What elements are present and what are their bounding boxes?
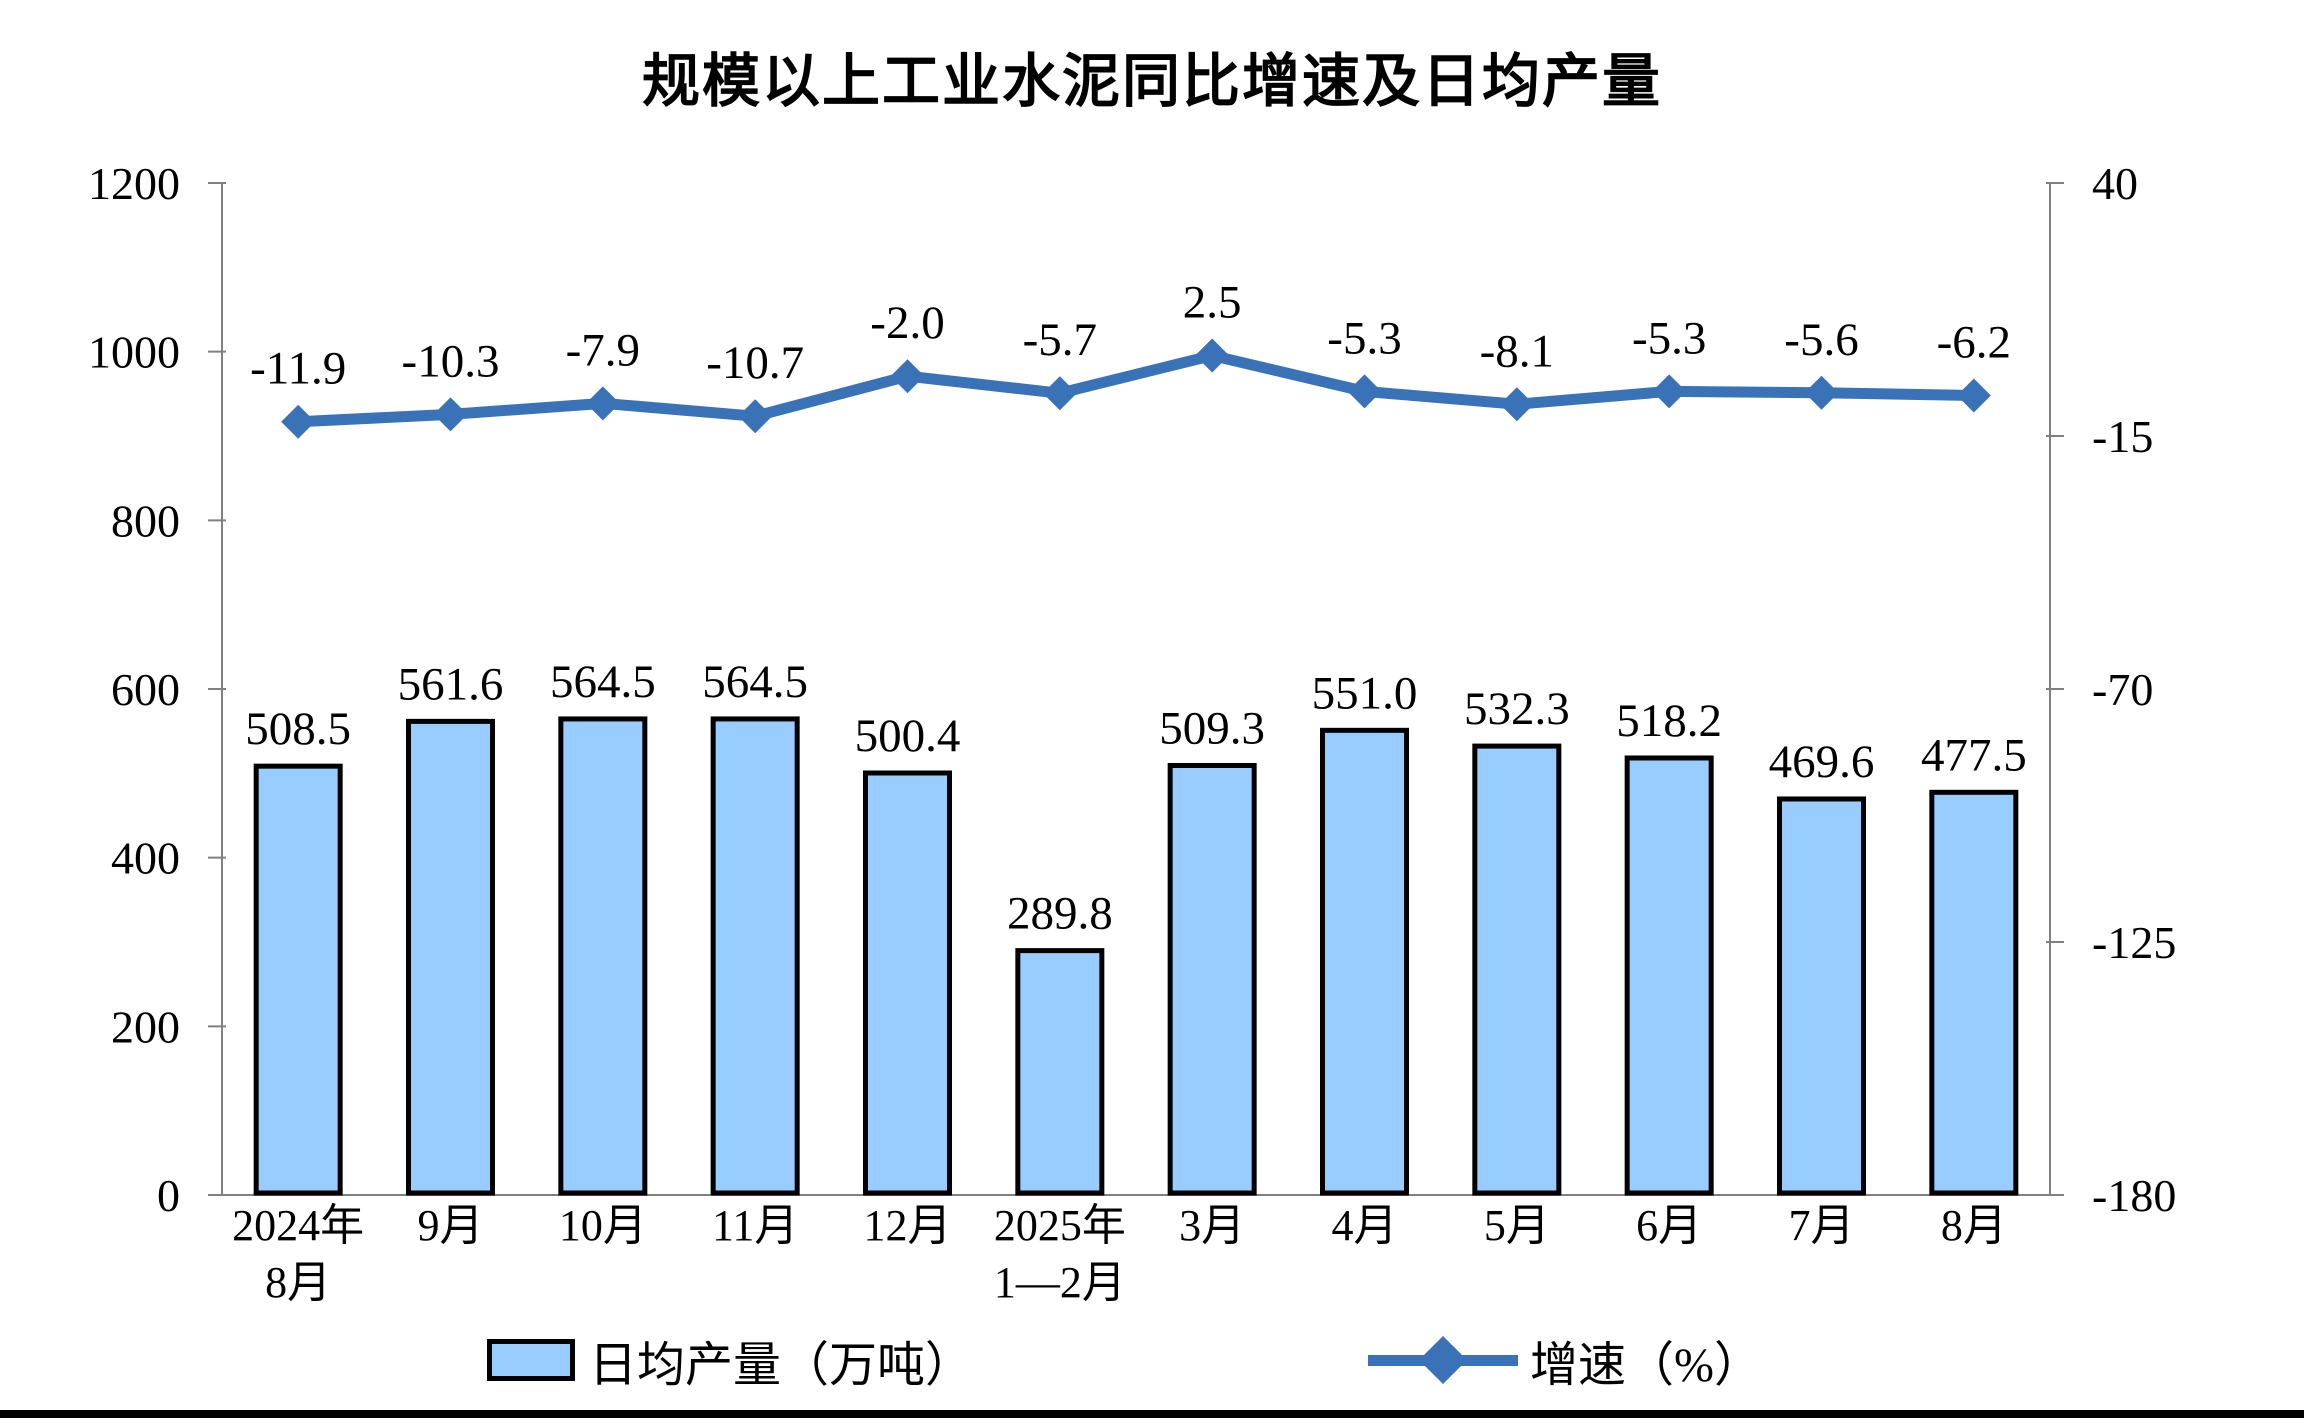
left-tick-label: 800: [111, 495, 180, 546]
left-tick-label: 400: [111, 833, 180, 884]
line-marker-diamond: [1499, 387, 1534, 422]
x-tick-label: 1—2月: [994, 1258, 1126, 1307]
x-tick-label: 7月: [1789, 1201, 1855, 1250]
bar-value-label: 564.5: [702, 656, 808, 708]
x-tick-label: 3月: [1179, 1201, 1245, 1250]
line-marker-diamond: [1804, 375, 1839, 410]
line-diamond-swatch-icon: [1368, 1335, 1518, 1385]
legend: 日均产量（万吨） 增速（%）: [0, 1330, 2304, 1400]
legend-label-daily-output: 日均产量（万吨）: [589, 1339, 974, 1392]
line-marker-diamond: [1195, 338, 1230, 373]
right-tick-label: 40: [2092, 158, 2138, 209]
line-value-label: -10.7: [706, 337, 804, 389]
bar: [710, 716, 800, 1196]
line-value-label: -8.1: [1480, 325, 1554, 377]
line-value-label: -5.3: [1327, 312, 1401, 364]
left-tick-label: 600: [111, 664, 180, 715]
legend-item-growth: 增速（%）: [1368, 1330, 1762, 1392]
bar: [1777, 796, 1866, 1196]
bar-value-label: 477.5: [1921, 729, 2027, 781]
left-tick-label: 1000: [88, 327, 180, 378]
line-marker-diamond: [1042, 376, 1077, 411]
line-value-label: -5.7: [1023, 314, 1097, 366]
line-value-label: -11.9: [250, 343, 346, 395]
x-tick-label: 2025年: [994, 1201, 1126, 1250]
left-tick-label: 1200: [88, 158, 180, 209]
bar-value-label: 564.5: [550, 656, 656, 708]
line-marker-diamond: [433, 397, 468, 432]
bar: [1929, 789, 2019, 1196]
x-tick-label: 12月: [864, 1201, 952, 1250]
legend-item-daily-output: 日均产量（万吨）: [487, 1330, 973, 1392]
x-tick-label: 8月: [265, 1258, 331, 1307]
left-tick-label: 200: [111, 1001, 180, 1052]
x-tick-label: 11月: [712, 1201, 798, 1250]
x-tick-label: 4月: [1332, 1201, 1398, 1250]
x-tick-label: 2024年: [232, 1201, 364, 1250]
x-tick-label: 10月: [559, 1201, 647, 1250]
bar: [1167, 762, 1257, 1196]
bar: [1320, 727, 1409, 1196]
line-marker-diamond: [890, 359, 925, 394]
x-tick-label: 6月: [1636, 1201, 1702, 1250]
right-tick-label: -125: [2092, 917, 2176, 968]
bar-value-label: 561.6: [398, 658, 504, 710]
bar-value-label: 518.2: [1616, 695, 1722, 747]
line-marker-diamond: [1956, 378, 1991, 413]
bar: [253, 763, 343, 1196]
x-tick-label: 5月: [1484, 1201, 1550, 1250]
line-series: [297, 349, 1974, 428]
line-value-label: -5.6: [1784, 314, 1858, 366]
right-tick-label: -15: [2092, 411, 2153, 462]
line-marker-diamond: [1652, 374, 1687, 409]
right-tick-label: -70: [2092, 664, 2153, 715]
line-marker-diamond: [738, 399, 773, 434]
x-tick-label: 9月: [418, 1201, 484, 1250]
right-tick-label: -180: [2092, 1170, 2176, 1221]
bar: [863, 770, 952, 1196]
line-marker-diamond: [281, 404, 316, 439]
bar-value-label: 509.3: [1159, 702, 1265, 754]
line-marker-diamond: [585, 386, 620, 421]
line-value-label: -2.0: [870, 297, 944, 349]
bar-value-label: 532.3: [1464, 683, 1570, 735]
bar: [406, 718, 495, 1196]
bar: [1472, 743, 1562, 1196]
bar-value-label: 508.5: [245, 703, 351, 755]
bar: [1624, 755, 1714, 1196]
bar-swatch-icon: [487, 1339, 575, 1381]
bar-value-label: 469.6: [1769, 736, 1875, 788]
bar-value-label: 500.4: [855, 710, 961, 762]
page-title: 规模以上工业水泥同比增速及日均产量: [641, 49, 1662, 114]
line-value-label: -7.9: [566, 324, 640, 376]
bar-value-label: 551.0: [1312, 667, 1418, 719]
line-marker-diamond: [1347, 374, 1382, 409]
line-value-label: -6.2: [1937, 317, 2011, 369]
legend-label-growth: 增速（%）: [1530, 1339, 1762, 1392]
left-tick-label: 0: [157, 1170, 180, 1221]
x-tick-label: 8月: [1941, 1201, 2007, 1250]
line-value-label: -5.3: [1632, 312, 1706, 364]
bar: [1015, 948, 1105, 1196]
bottom-rule: [0, 1410, 2304, 1418]
bar-value-label: 289.8: [1007, 888, 1113, 940]
bar: [558, 716, 648, 1196]
line-value-label: 2.5: [1183, 277, 1242, 329]
line-value-label: -10.3: [402, 335, 500, 387]
